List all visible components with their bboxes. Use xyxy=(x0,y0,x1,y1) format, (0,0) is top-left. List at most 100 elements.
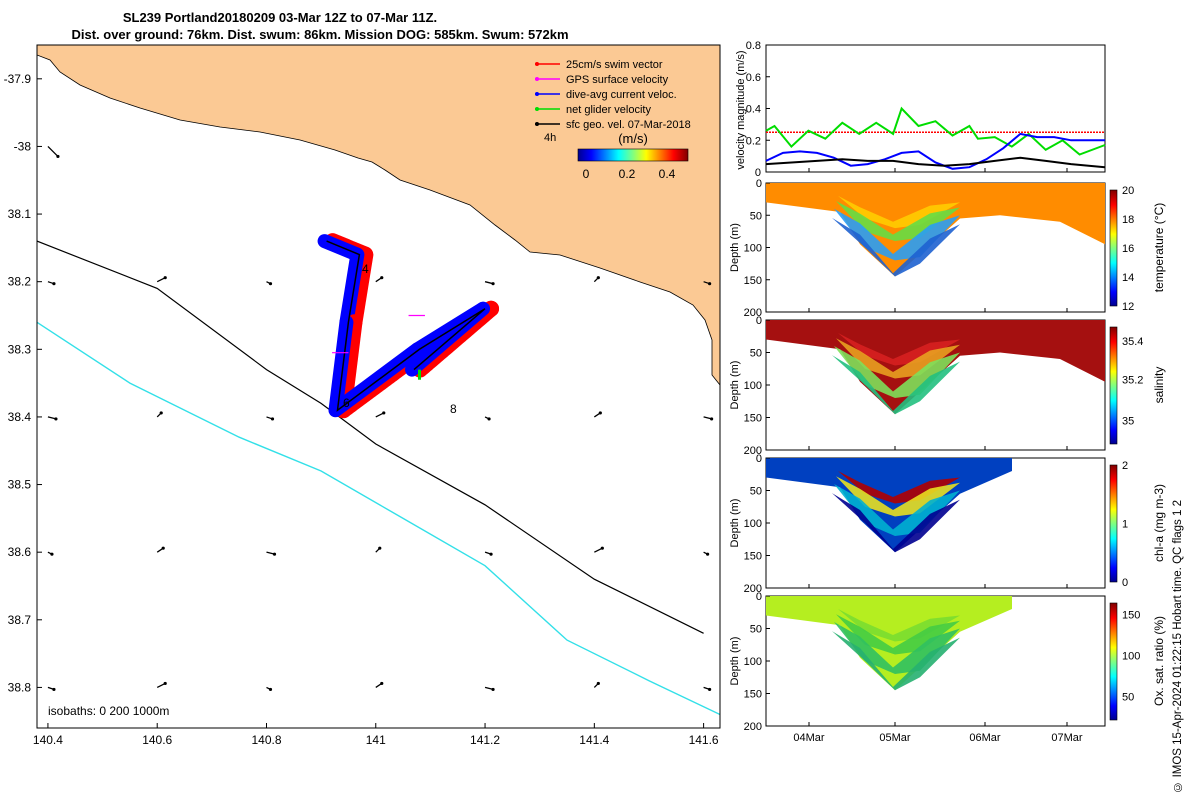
section-colorbar xyxy=(1109,602,1118,721)
depth-tick-label: 100 xyxy=(744,380,762,392)
colorbar-tick-label: 14 xyxy=(1122,272,1134,284)
colorbar-tick: 0 xyxy=(583,167,590,181)
legend-entry: sfc geo. vel. 07-Mar-2018 xyxy=(566,119,691,131)
current-vectors xyxy=(328,315,354,418)
legend-entry: net glider velocity xyxy=(566,104,651,116)
vel-y-tick-label: 0.8 xyxy=(746,40,761,52)
section-colorbar xyxy=(1109,189,1118,307)
current-vectors xyxy=(405,301,491,377)
y-tick-label: 38.5 xyxy=(8,478,32,492)
legend-marker xyxy=(535,122,539,126)
sfc-arrow-head xyxy=(52,282,56,286)
sfc-arrow-head xyxy=(487,417,491,421)
current-vectors xyxy=(339,247,365,330)
track-label-8: 8 xyxy=(450,402,457,416)
legend-marker xyxy=(535,62,539,66)
legend-marker xyxy=(535,92,539,96)
y-tick-label: 38.8 xyxy=(8,680,32,694)
vel-y-tick-label: 0.6 xyxy=(746,72,761,84)
sfc-arrow-head xyxy=(380,681,384,686)
date-tick-label: 06Mar xyxy=(969,732,1001,744)
swim-vectors xyxy=(346,246,374,331)
colorbar-tick: 0.4 xyxy=(659,167,676,181)
legend-entry: GPS surface velocity xyxy=(566,74,669,86)
depth-tick-label: 0 xyxy=(756,453,762,465)
section-layer xyxy=(838,471,960,504)
y-tick-label: -37.9 xyxy=(4,72,32,86)
sfc-arrow-head xyxy=(710,417,714,421)
sfc-arrow-head xyxy=(56,154,60,159)
x-tick-label: 140.8 xyxy=(251,733,281,747)
sfc-arrow-head xyxy=(382,411,386,415)
colorbar-tick-label: 12 xyxy=(1122,301,1134,313)
sfc-arrow-head xyxy=(378,546,382,550)
glider-track xyxy=(326,240,486,412)
section-layer xyxy=(832,217,960,277)
sfc-arrow-head xyxy=(380,276,384,280)
colorbar-label: Ox. sat. ratio (%) xyxy=(1152,616,1166,706)
track-label-4: 4 xyxy=(362,262,369,276)
depth-tick-label: 150 xyxy=(744,689,762,701)
depth-tick-label: 200 xyxy=(744,445,762,457)
section-layer xyxy=(832,493,960,553)
sfc-arrow xyxy=(47,145,59,157)
depth-tick-label: 150 xyxy=(744,275,762,287)
vel-y-tick-label: 0 xyxy=(755,167,761,179)
colorbar-tick-label: 150 xyxy=(1122,610,1140,622)
section-layer xyxy=(838,195,960,229)
velocity-series xyxy=(765,106,1106,156)
vel-y-label: velocity magnitude (m/s) xyxy=(735,50,747,169)
sfc-arrow-head xyxy=(163,681,167,686)
y-tick-label: 38.7 xyxy=(8,613,32,627)
land-mass xyxy=(37,45,720,386)
depth-tick-label: 200 xyxy=(744,307,762,319)
depth-tick-label: 0 xyxy=(756,591,762,603)
colorbar-title: (m/s) xyxy=(618,131,648,146)
vel-y-tick-label: 0.2 xyxy=(746,135,761,147)
sfc-arrow-head xyxy=(270,417,275,421)
colorbar-tick-label: 0 xyxy=(1122,577,1128,589)
depth-axis-label: Depth (m) xyxy=(729,361,741,410)
colorbar-tick-label: 2 xyxy=(1122,460,1128,472)
depth-tick-label: 100 xyxy=(744,518,762,530)
colorbar-label: temperature (°C) xyxy=(1152,203,1166,293)
sfc-arrow-head xyxy=(596,681,600,686)
depth-tick-label: 200 xyxy=(744,583,762,595)
sfc-arrow-head xyxy=(600,546,604,550)
current-vectors xyxy=(328,342,425,418)
depth-tick-label: 0 xyxy=(756,315,762,327)
section-layer xyxy=(838,333,960,366)
sfc-arrow-head xyxy=(52,687,56,692)
x-tick-label: 140.6 xyxy=(142,733,172,747)
chart-subtitle: Dist. over ground: 76km. Dist. swum: 86k… xyxy=(71,27,569,42)
map-colorbar xyxy=(577,148,689,162)
depth-tick-label: 200 xyxy=(744,721,762,733)
colorbar-tick-label: 100 xyxy=(1122,651,1140,663)
map-panel: 4 8 6 isobaths: 0 200 1000m 140.4 140.6 140.8 1… xyxy=(4,44,721,747)
y-tick-label: 38.4 xyxy=(8,410,32,424)
depth-tick-label: 150 xyxy=(744,551,762,563)
legend-entry: 25cm/s swim vector xyxy=(566,59,663,71)
depth-tick-label: 150 xyxy=(744,413,762,425)
sfc-arrow-head xyxy=(163,276,167,280)
isobath-200 xyxy=(37,240,704,634)
y-tick-label: 38.1 xyxy=(8,207,32,221)
colorbar-tick-label: 1 xyxy=(1122,519,1128,531)
sfc-arrow-head xyxy=(272,552,277,556)
sfc-arrow-head xyxy=(489,552,493,556)
sfc-arrow-head xyxy=(268,687,273,692)
section-layer xyxy=(832,631,960,691)
sfc-arrow-head xyxy=(54,417,58,421)
y-tick-label: 38.3 xyxy=(8,342,32,356)
depth-tick-label: 100 xyxy=(744,243,762,255)
sfc-arrow-head xyxy=(491,687,495,692)
colorbar-tick-label: 16 xyxy=(1122,243,1134,255)
date-tick-label: 07Mar xyxy=(1051,732,1083,744)
map-frame xyxy=(36,44,721,729)
colorbar-tick-label: 35.2 xyxy=(1122,375,1143,387)
sfc-arrow-head xyxy=(268,282,273,286)
credit-text: © IMOS 15-Apr-2024 01:22:15 Hobart time.… xyxy=(1172,500,1184,793)
